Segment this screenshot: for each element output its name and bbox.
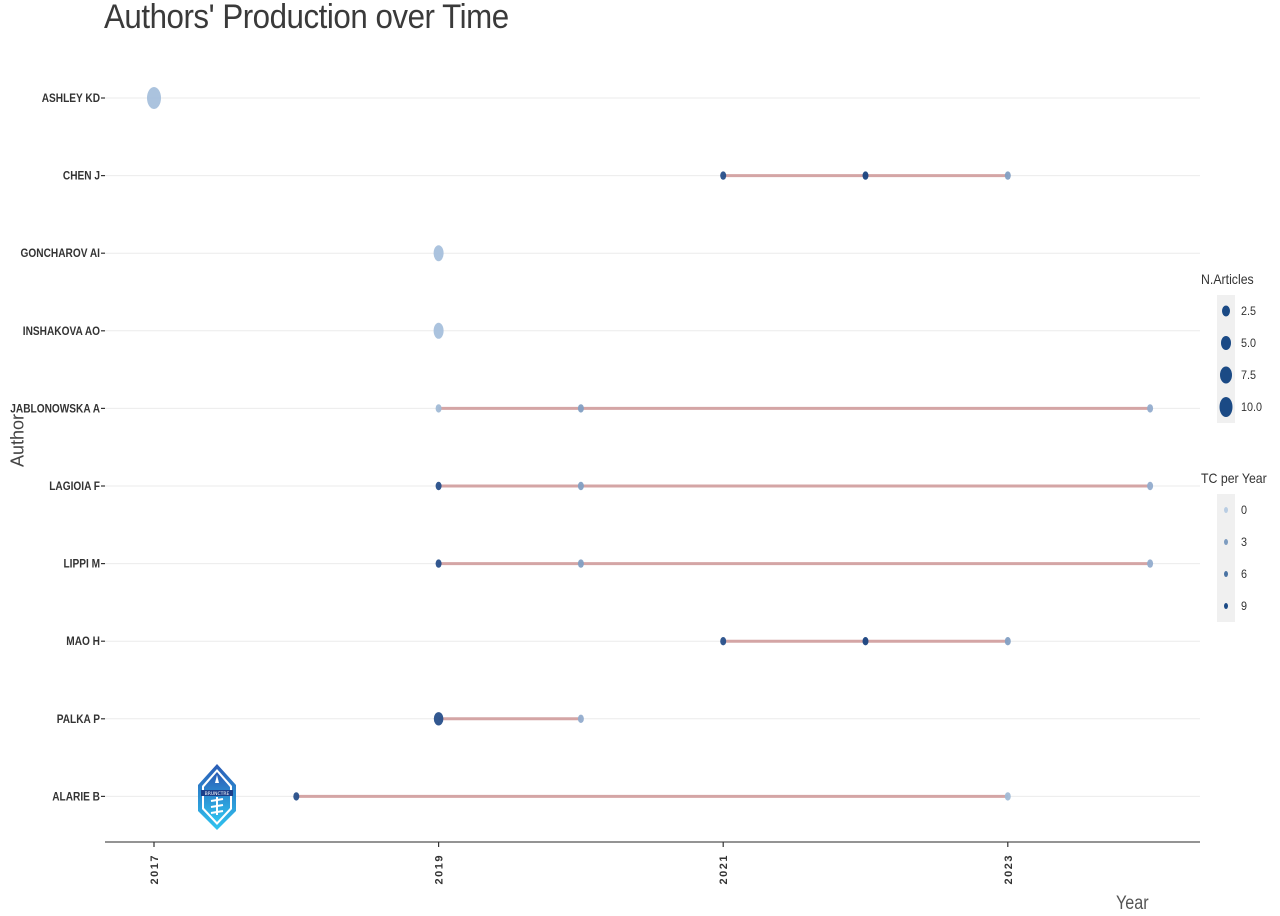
data-point bbox=[435, 481, 442, 491]
y-axis: ASHLEY KD CHEN J GONCHAROV AI INSHAKOVA AO J… bbox=[10, 92, 105, 804]
legend-key-size: 7.5 bbox=[1217, 359, 1256, 391]
legend-key-size: 5.0 bbox=[1217, 327, 1256, 359]
x-tick-label: 2019 bbox=[434, 854, 446, 884]
y-tick-label: GONCHAROV AI bbox=[21, 248, 100, 261]
legend-key-color: 6 bbox=[1217, 558, 1247, 590]
data-point bbox=[1004, 171, 1011, 180]
data-point bbox=[433, 245, 444, 262]
svg-text:BRUNCTRE: BRUNCTRE bbox=[205, 791, 230, 797]
data-point bbox=[433, 322, 444, 339]
chart-title: Authors' Production over Time bbox=[104, 0, 509, 36]
legend-key-color: 3 bbox=[1217, 526, 1247, 558]
legend-title-tc-per-year: TC per Year bbox=[1201, 470, 1267, 486]
legend-n-articles: N.Articles 2.5 5.0 7.5 10.0 bbox=[1201, 271, 1262, 423]
y-tick-label: LAGIOIA F bbox=[49, 480, 100, 493]
data-point bbox=[1147, 404, 1154, 413]
y-tick-label: ASHLEY KD bbox=[42, 92, 100, 105]
data-point bbox=[577, 559, 584, 568]
data-points bbox=[147, 87, 1154, 801]
y-axis-title: Author bbox=[7, 413, 28, 468]
legend-title-n-articles: N.Articles bbox=[1201, 271, 1254, 287]
x-tick-label: 2021 bbox=[718, 854, 730, 884]
color-swatch-icon bbox=[1224, 539, 1228, 545]
size-swatch-icon bbox=[1221, 336, 1231, 350]
legend-key-size: 2.5 bbox=[1217, 295, 1256, 327]
y-tick-label: MAO H bbox=[66, 636, 100, 649]
data-point bbox=[577, 714, 584, 723]
data-point bbox=[862, 171, 869, 180]
x-tick-label: 2017 bbox=[149, 854, 161, 884]
x-axis-title: Year bbox=[1116, 893, 1149, 914]
data-point bbox=[433, 712, 444, 726]
data-point bbox=[435, 404, 442, 413]
color-swatch-icon bbox=[1224, 507, 1228, 513]
y-tick-label: LIPPI M bbox=[63, 558, 100, 571]
data-point bbox=[1147, 481, 1154, 491]
data-point bbox=[1004, 637, 1011, 646]
size-swatch-icon bbox=[1220, 366, 1232, 384]
size-swatch-icon bbox=[1222, 305, 1230, 317]
y-tick-label: ALARIE B bbox=[52, 791, 100, 804]
y-tick-label: PALKA P bbox=[57, 713, 100, 726]
legend-keys-size: 2.5 5.0 7.5 10.0 bbox=[1217, 295, 1262, 423]
x-tick-label: 2023 bbox=[1003, 854, 1015, 884]
size-swatch-icon bbox=[1219, 397, 1233, 417]
legend-key-color: 9 bbox=[1217, 590, 1247, 622]
color-swatch-icon bbox=[1224, 603, 1228, 609]
color-swatch-icon bbox=[1224, 571, 1228, 577]
x-axis: 2017 2019 2021 2023 bbox=[105, 841, 1200, 884]
shield-logo-icon: BRUNCTRE bbox=[198, 764, 236, 830]
data-point bbox=[435, 559, 442, 568]
data-point bbox=[1004, 792, 1011, 801]
legend-key-size: 10.0 bbox=[1217, 391, 1262, 423]
data-point bbox=[720, 637, 727, 646]
legend-tc-per-year: TC per Year 0 3 6 9 bbox=[1201, 470, 1276, 622]
y-tick-label: CHEN J bbox=[63, 170, 100, 183]
data-point bbox=[577, 404, 584, 413]
legend-key-color: 0 bbox=[1217, 494, 1247, 526]
y-tick-label: INSHAKOVA AO bbox=[23, 325, 100, 338]
y-tick-label: JABLONOWSKA A bbox=[10, 403, 100, 416]
data-point bbox=[147, 87, 161, 109]
data-point bbox=[293, 792, 300, 801]
data-point bbox=[862, 637, 869, 646]
data-point bbox=[577, 481, 584, 491]
data-point bbox=[1147, 559, 1154, 568]
data-point bbox=[720, 171, 727, 180]
gridlines bbox=[105, 97, 1200, 797]
legend-keys-color: 0 3 6 9 bbox=[1217, 494, 1247, 622]
